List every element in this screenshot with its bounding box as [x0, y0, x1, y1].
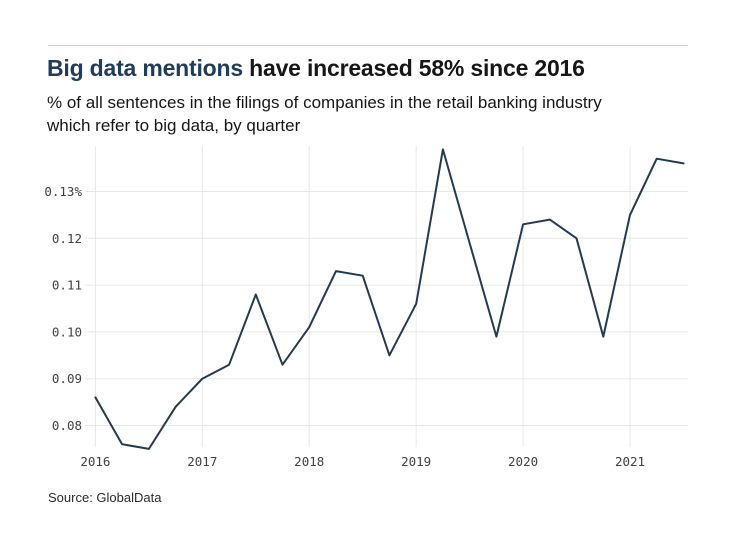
x-tick-label: 2016 — [80, 454, 110, 469]
page-title: Big data mentions have increased 58% sin… — [47, 54, 707, 82]
y-tick-label: 0.09 — [52, 371, 82, 386]
horizontal-gridlines — [85, 191, 688, 426]
source-note: Source: GlobalData — [48, 490, 162, 505]
top-divider — [48, 45, 688, 46]
x-tick-label: 2017 — [187, 454, 217, 469]
title-rest: have increased 58% since 2016 — [242, 55, 585, 81]
title-highlight: Big data mentions — [47, 55, 243, 81]
y-tick-label: 0.13% — [44, 184, 82, 199]
x-axis-tick-labels: 2016 2017 2018 2019 2020 2021 — [80, 454, 645, 469]
chart-subtitle-line-2: which refer to big data, by quarter — [47, 116, 301, 135]
x-tick-label: 2018 — [294, 454, 324, 469]
chart-subtitle: % of all sentences in the filings of com… — [47, 91, 717, 137]
data-series-line — [94, 148, 685, 450]
chart-subtitle-line-1: % of all sentences in the filings of com… — [47, 93, 602, 112]
x-tick-label: 2019 — [401, 454, 431, 469]
y-axis-tick-labels: 0.13% 0.12 0.11 0.10 0.09 0.08 — [44, 184, 82, 433]
x-tick-label: 2021 — [615, 454, 645, 469]
x-tick-label: 2020 — [508, 454, 538, 469]
y-tick-label: 0.11 — [52, 278, 82, 293]
y-tick-label: 0.12 — [52, 231, 82, 246]
y-tick-label: 0.10 — [52, 324, 82, 339]
y-tick-label: 0.08 — [52, 418, 82, 433]
